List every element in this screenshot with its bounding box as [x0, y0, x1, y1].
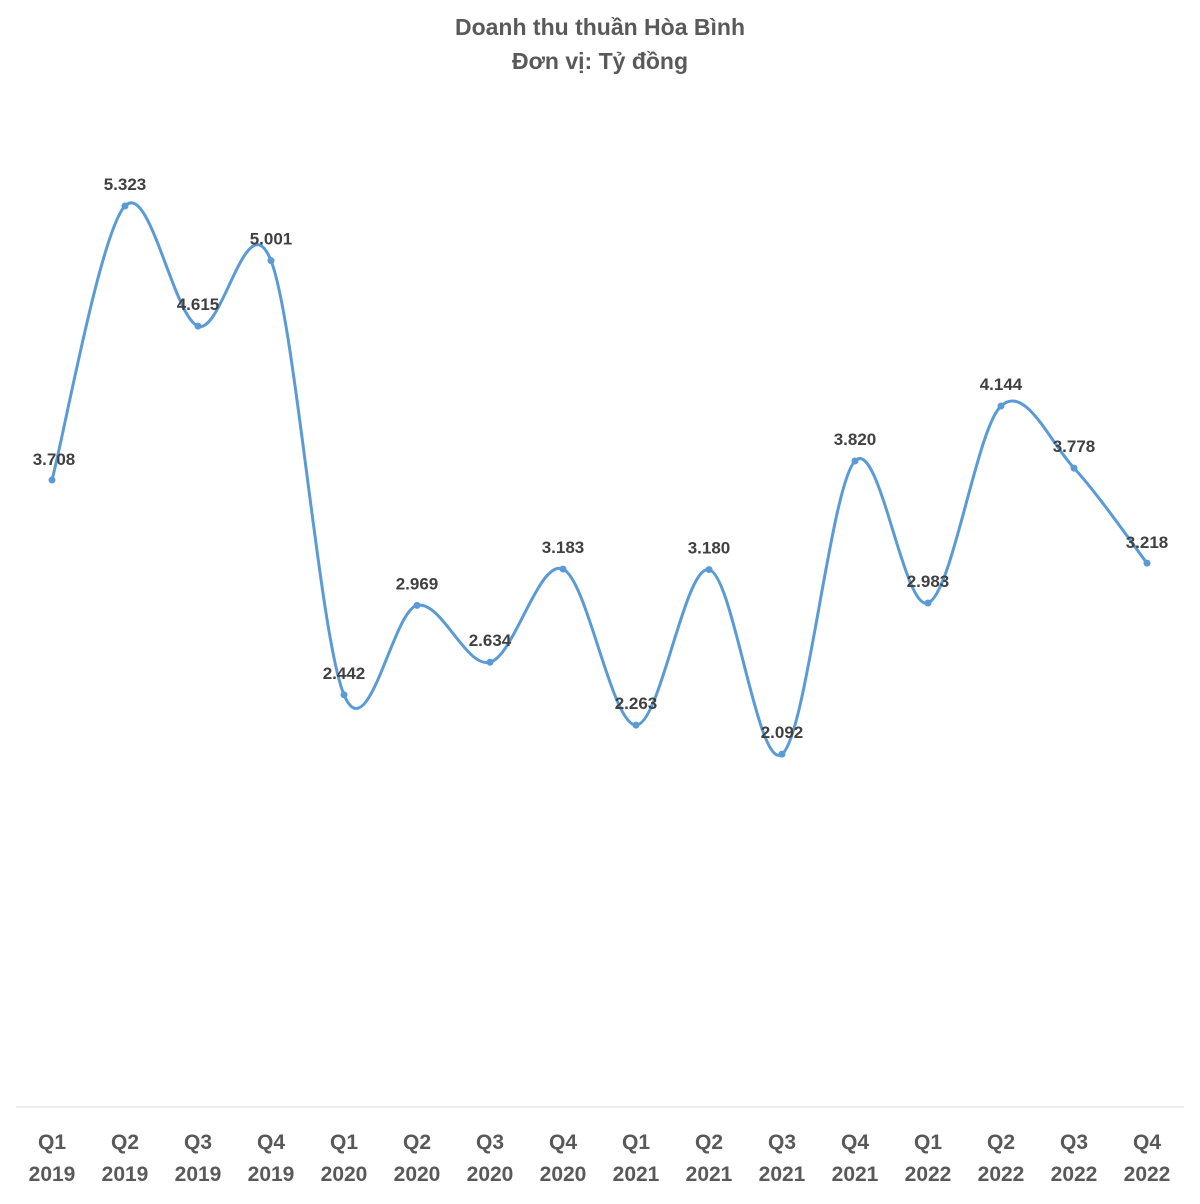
chart-title: Doanh thu thuần Hòa Bình — [455, 14, 745, 40]
data-point — [413, 601, 421, 609]
x-tick-quarter: Q3 — [768, 1131, 796, 1154]
x-tick-quarter: Q4 — [841, 1131, 869, 1154]
x-tick-quarter: Q1 — [330, 1131, 358, 1154]
x-tick-quarter: Q3 — [184, 1131, 212, 1154]
data-label: 4.144 — [980, 375, 1023, 394]
data-point — [121, 202, 129, 210]
x-tick-year: 2022 — [905, 1163, 952, 1186]
x-tick-quarter: Q4 — [549, 1131, 577, 1154]
data-label: 3.708 — [33, 450, 76, 469]
data-point — [924, 599, 932, 607]
x-tick-quarter: Q4 — [257, 1131, 285, 1154]
x-tick-quarter: Q3 — [1060, 1131, 1088, 1154]
x-tick-quarter: Q2 — [987, 1131, 1015, 1154]
x-tick-quarter: Q1 — [622, 1131, 650, 1154]
x-tick-year: 2022 — [978, 1163, 1025, 1186]
data-point — [851, 457, 859, 465]
x-tick-quarter: Q2 — [403, 1131, 431, 1154]
x-tick-quarter: Q2 — [111, 1131, 139, 1154]
data-label: 3.820 — [834, 430, 877, 449]
data-point — [1143, 559, 1151, 567]
data-label: 4.615 — [177, 295, 220, 314]
data-labels-layer: 3.708 5.323 4.615 5.001 2.442 2.969 2.634 3.183… — [33, 175, 1169, 742]
x-tick-year: 2021 — [613, 1163, 660, 1186]
x-tick-quarter: Q1 — [38, 1131, 66, 1154]
data-label: 2.969 — [396, 574, 439, 593]
data-point — [559, 565, 567, 573]
x-tick-year: 2021 — [832, 1163, 879, 1186]
x-tick-year: 2020 — [394, 1163, 441, 1186]
x-tick-year: 2019 — [175, 1163, 222, 1186]
data-point — [486, 658, 494, 666]
x-tick-year: 2021 — [686, 1163, 733, 1186]
data-label: 3.183 — [542, 538, 585, 557]
data-label: 2.634 — [469, 631, 512, 650]
x-tick-quarter: Q4 — [1133, 1131, 1161, 1154]
x-tick-year: 2019 — [102, 1163, 149, 1186]
chart-subtitle: Đơn vị: Tỷ đồng — [512, 48, 688, 74]
data-label: 5.001 — [250, 230, 293, 249]
x-tick-year: 2020 — [540, 1163, 587, 1186]
x-tick-quarter: Q1 — [914, 1131, 942, 1154]
x-tick-year: 2020 — [467, 1163, 514, 1186]
data-label: 2.442 — [323, 664, 366, 683]
data-point — [194, 322, 202, 330]
x-tick-year: 2022 — [1124, 1163, 1171, 1186]
x-tick-year: 2021 — [759, 1163, 806, 1186]
data-point — [705, 566, 713, 574]
x-tick-year: 2019 — [29, 1163, 76, 1186]
series-layer — [48, 201, 1151, 758]
data-point — [632, 721, 640, 729]
data-point — [48, 476, 56, 484]
data-point — [340, 691, 348, 699]
x-tick-quarter: Q2 — [695, 1131, 723, 1154]
data-label: 2.983 — [907, 572, 950, 591]
x-tick-year: 2022 — [1051, 1163, 1098, 1186]
data-label: 2.092 — [761, 723, 804, 742]
data-point — [778, 750, 786, 758]
x-tick-quarter: Q3 — [476, 1131, 504, 1154]
x-tick-year: 2020 — [321, 1163, 368, 1186]
x-tick-year: 2019 — [248, 1163, 295, 1186]
data-label: 3.180 — [688, 539, 731, 558]
data-point — [997, 402, 1005, 410]
data-label: 5.323 — [104, 175, 147, 194]
data-label: 2.263 — [615, 694, 658, 713]
data-point — [267, 257, 275, 265]
series-line — [50, 201, 1149, 757]
data-label: 3.778 — [1053, 437, 1096, 456]
data-label: 3.218 — [1126, 533, 1169, 552]
data-point — [1070, 464, 1078, 472]
x-axis-ticks: Q1 2019 Q2 2019 Q3 2019 Q4 2019 Q1 2020 Q2 2020 Q3 20… — [29, 1131, 1171, 1186]
